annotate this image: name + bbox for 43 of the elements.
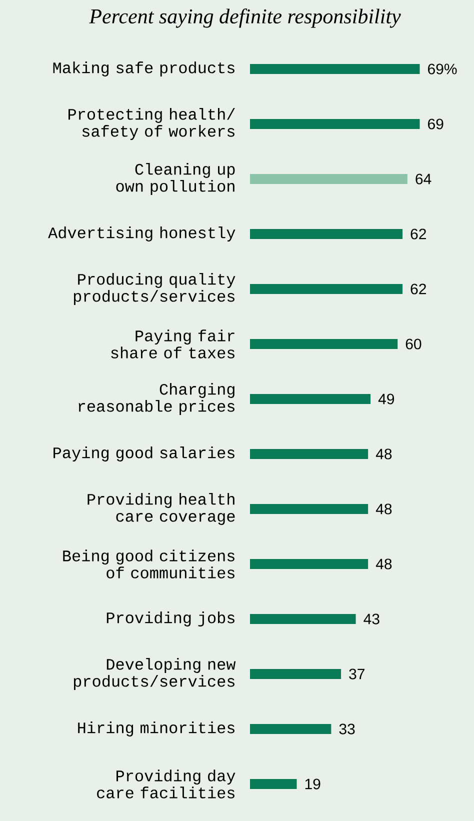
y-tick-label: Paying good salaries	[54, 446, 234, 462]
y-tick-label: Protecting health/ safety of workers	[68, 108, 235, 140]
bar	[250, 724, 332, 734]
bar	[250, 284, 403, 294]
bar	[250, 614, 356, 624]
data-label: 60	[406, 338, 422, 350]
bar	[250, 394, 371, 404]
data-label: 69%	[428, 64, 457, 74]
y-tick-label: Advertising honestly	[48, 226, 236, 242]
data-label: 48	[376, 504, 392, 514]
bar	[250, 449, 368, 460]
data-label: 37	[349, 668, 364, 680]
data-label: 43	[364, 614, 380, 624]
y-tick-label: Developing new products/services	[74, 658, 236, 690]
bar	[250, 504, 368, 514]
data-label: 64	[416, 174, 432, 184]
chart-title: Percent saying definite responsibility	[89, 8, 401, 28]
data-label: 69	[428, 118, 444, 130]
bar	[250, 119, 420, 129]
y-tick-label: Being good citizens of communities	[63, 550, 234, 578]
bar	[250, 669, 342, 680]
y-tick-label: Providing health care coverage	[88, 493, 235, 525]
data-label: 62	[410, 228, 426, 240]
y-tick-label: Paying fair share of taxes	[111, 330, 234, 358]
y-tick-label: Making safe products	[53, 62, 234, 76]
bar	[250, 174, 408, 184]
bar	[250, 229, 403, 240]
data-label: 48	[376, 448, 392, 460]
data-label: 33	[339, 724, 355, 734]
y-tick-label: Providing jobs	[106, 612, 234, 626]
y-tick-label: Cleaning up own pollution	[116, 163, 235, 195]
data-label: 48	[376, 558, 392, 570]
data-label: 49	[378, 394, 394, 404]
y-tick-label: Producing quality products/services	[74, 273, 236, 305]
bar	[250, 64, 420, 74]
bar	[250, 559, 368, 570]
y-tick-label: Charging reasonable prices	[78, 383, 234, 415]
y-tick-label: Providing day care facilities	[97, 770, 236, 798]
data-label: 62	[410, 284, 426, 294]
data-label: 19	[305, 778, 320, 790]
y-tick-label: Hiring minorities	[78, 722, 234, 736]
bar	[250, 779, 297, 790]
bar	[250, 339, 398, 350]
